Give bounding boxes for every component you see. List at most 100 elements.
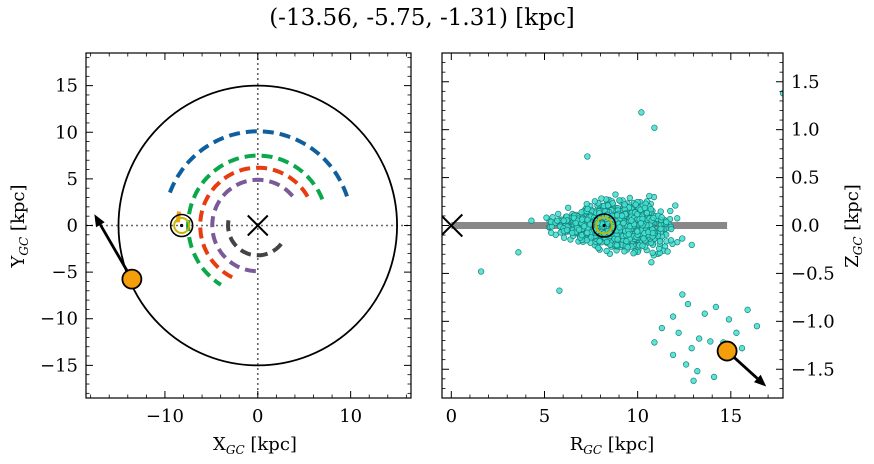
star-point [668, 225, 675, 233]
star-point [565, 204, 572, 211]
star-point [712, 303, 720, 311]
star-point [632, 201, 639, 208]
star-point [603, 238, 611, 246]
star-point [688, 241, 695, 249]
star-point [591, 198, 598, 205]
star-point [649, 249, 656, 256]
spiral-arm-sagittarius [198, 165, 310, 280]
star-point [639, 242, 646, 249]
star-point [563, 226, 571, 234]
star-point [679, 235, 686, 242]
right-x-tick-label: 15 [719, 406, 742, 427]
star-point [612, 191, 619, 198]
spiral-arm-scutum [210, 177, 295, 274]
star-point [616, 197, 623, 204]
star-point [572, 219, 579, 227]
chart-title: (-13.56, -5.75, -1.31) [kpc] [269, 5, 575, 31]
star-point [616, 224, 623, 231]
star-point [738, 345, 746, 352]
star-point [628, 217, 635, 224]
sun-marker-outer-ring [591, 213, 617, 238]
star-point [648, 259, 655, 266]
right-y-tick-label: 0.0 [791, 216, 820, 237]
star-point [658, 214, 665, 221]
object-position-marker [716, 340, 738, 362]
star-point [598, 195, 605, 202]
star-point [674, 215, 681, 222]
left-y-tick-label: 5 [67, 169, 78, 190]
star-point [569, 229, 576, 237]
star-point [621, 201, 628, 208]
star-point [651, 339, 658, 346]
spiral-arm-outer [166, 129, 349, 199]
star-point [620, 219, 627, 227]
star-point [618, 212, 626, 219]
right-plot-area [442, 90, 783, 387]
object-position-marker [121, 268, 143, 290]
star-point [650, 214, 657, 222]
star-point [710, 373, 718, 381]
right-ticks: 0 5 10 15 −1.5 −1.0 −0.5 0.0 0.5 1.0 1.5 [442, 53, 835, 427]
star-point [663, 218, 670, 226]
star-point [641, 204, 648, 212]
left-ticks: −10 0 10 −15 −10 −5 0 5 10 15 [40, 53, 411, 427]
right-x-tick-label: 5 [539, 406, 550, 427]
star-point [515, 249, 522, 256]
star-point [625, 231, 632, 238]
right-x-tick-label: 0 [446, 406, 457, 427]
star-point [649, 229, 656, 237]
star-point [583, 237, 590, 244]
star-point [596, 238, 603, 245]
object-velocity-arrow-head [94, 214, 105, 228]
left-y-tick-label: 15 [55, 76, 78, 97]
galactic-center-marker [247, 214, 269, 237]
star-point [528, 217, 535, 224]
star-point [584, 229, 591, 236]
star-point [581, 223, 588, 230]
star-point [638, 109, 645, 116]
star-point [556, 287, 563, 294]
left-y-tick-label: −10 [40, 309, 78, 330]
star-point [560, 217, 567, 224]
left-x-axis-label: XGC [kpc] [213, 434, 297, 457]
spiral-arm-perseus [186, 153, 325, 287]
sun-marker-dot [180, 223, 184, 228]
left-y-tick-label: −15 [40, 355, 78, 376]
star-point [656, 238, 664, 245]
star-point [637, 220, 645, 227]
star-point [667, 207, 674, 215]
star-point [584, 205, 591, 213]
spiral-arm-local [176, 211, 182, 223]
star-point [688, 345, 695, 352]
left-y-axis-label: YGC [kpc] [8, 185, 31, 269]
star-point [695, 335, 703, 342]
star-point [595, 244, 602, 252]
star-point [725, 316, 733, 323]
star-point [779, 90, 783, 97]
right-y-tick-label: 1.0 [791, 120, 820, 141]
star-point [624, 244, 631, 251]
star-point [587, 234, 595, 241]
object-velocity-arrow-head [753, 374, 767, 387]
star-point [623, 238, 630, 245]
star-point [646, 192, 653, 200]
star-point [669, 313, 677, 320]
star-point [555, 210, 562, 218]
sun-marker-dot [602, 223, 606, 228]
star-point [643, 209, 651, 217]
star-point [630, 250, 637, 257]
right-y-tick-label: 0.5 [791, 168, 820, 189]
left-y-tick-label: −5 [51, 262, 78, 283]
star-point [707, 338, 714, 345]
star-point [658, 324, 666, 332]
star-point [694, 368, 701, 375]
star-point [614, 236, 621, 243]
star-point [753, 322, 761, 330]
star-point [664, 248, 671, 255]
galactic-center-marker [442, 213, 464, 238]
star-point [578, 216, 586, 223]
sun-marker-inner-ring [595, 216, 614, 235]
star-point [603, 247, 610, 255]
left-y-tick-label: 10 [55, 122, 78, 143]
